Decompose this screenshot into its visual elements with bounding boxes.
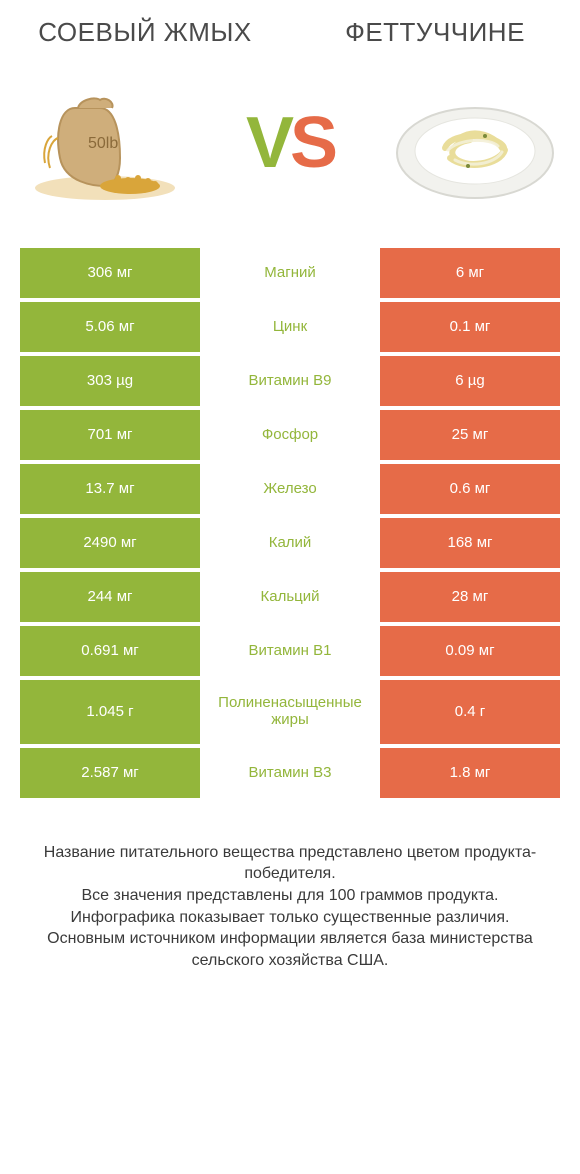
left-value-cell: 244 мг (20, 572, 200, 622)
nutrient-name-cell: Железо (200, 464, 380, 514)
sack-label: 50lb (88, 135, 118, 152)
left-value-cell: 306 мг (20, 248, 200, 298)
right-value-cell: 0.1 мг (380, 302, 560, 352)
nutrient-name-cell: Магний (200, 248, 380, 298)
nutrient-name-cell: Витамин B9 (200, 356, 380, 406)
left-value-cell: 2490 мг (20, 518, 200, 568)
right-value-cell: 25 мг (380, 410, 560, 460)
nutrient-name-cell: Витамин B1 (200, 626, 380, 676)
footer-line-2: Все значения представлены для 100 граммо… (30, 885, 550, 907)
left-product-title: СОЕВЫЙ ЖМЫХ (20, 18, 270, 48)
table-row: 2490 мгКалий168 мг (20, 518, 560, 568)
nutrient-name-cell: Цинк (200, 302, 380, 352)
left-value-cell: 0.691 мг (20, 626, 200, 676)
footer-line-3: Инфографика показывает только существенн… (30, 907, 550, 929)
table-row: 13.7 мгЖелезо0.6 мг (20, 464, 560, 514)
nutrient-name-cell: Фосфор (200, 410, 380, 460)
table-row: 306 мгМагний6 мг (20, 248, 560, 298)
soybean-sack-icon: 50lb (20, 78, 190, 208)
left-value-cell: 5.06 мг (20, 302, 200, 352)
nutrient-name-cell: Полиненасыщенные жиры (200, 680, 380, 744)
table-row: 303 µgВитамин B96 µg (20, 356, 560, 406)
left-value-cell: 13.7 мг (20, 464, 200, 514)
right-product-title: ФЕТТУЧЧИНЕ (310, 18, 560, 48)
footer-line-1: Название питательного вещества представл… (30, 842, 550, 885)
fettuccine-plate-icon (390, 78, 560, 208)
table-row: 701 мгФосфор25 мг (20, 410, 560, 460)
right-value-cell: 6 мг (380, 248, 560, 298)
header-row: СОЕВЫЙ ЖМЫХ ФЕТТУЧЧИНЕ (0, 0, 580, 48)
left-product-image: 50lb (20, 78, 190, 208)
right-value-cell: 0.6 мг (380, 464, 560, 514)
right-value-cell: 28 мг (380, 572, 560, 622)
table-row: 5.06 мгЦинк0.1 мг (20, 302, 560, 352)
table-row: 1.045 гПолиненасыщенные жиры0.4 г (20, 680, 560, 744)
nutrient-name-cell: Витамин B3 (200, 748, 380, 798)
table-row: 2.587 мгВитамин B31.8 мг (20, 748, 560, 798)
left-value-cell: 701 мг (20, 410, 200, 460)
header-spacer (270, 18, 310, 48)
right-value-cell: 0.4 г (380, 680, 560, 744)
footer-line-4: Основным источником информации является … (30, 928, 550, 971)
left-value-cell: 1.045 г (20, 680, 200, 744)
nutrient-name-cell: Калий (200, 518, 380, 568)
right-value-cell: 6 µg (380, 356, 560, 406)
right-value-cell: 0.09 мг (380, 626, 560, 676)
nutrient-name-cell: Кальций (200, 572, 380, 622)
left-value-cell: 303 µg (20, 356, 200, 406)
table-row: 244 мгКальций28 мг (20, 572, 560, 622)
left-value-cell: 2.587 мг (20, 748, 200, 798)
vs-s: S (290, 103, 334, 183)
image-row: 50lb VS (0, 48, 580, 248)
right-value-cell: 1.8 мг (380, 748, 560, 798)
footer-notes: Название питательного вещества представл… (0, 802, 580, 972)
right-value-cell: 168 мг (380, 518, 560, 568)
vs-label: VS (246, 102, 334, 184)
vs-v: V (246, 103, 290, 183)
comparison-table: 306 мгМагний6 мг5.06 мгЦинк0.1 мг303 µgВ… (0, 248, 580, 798)
right-product-image (390, 78, 560, 208)
table-row: 0.691 мгВитамин B10.09 мг (20, 626, 560, 676)
